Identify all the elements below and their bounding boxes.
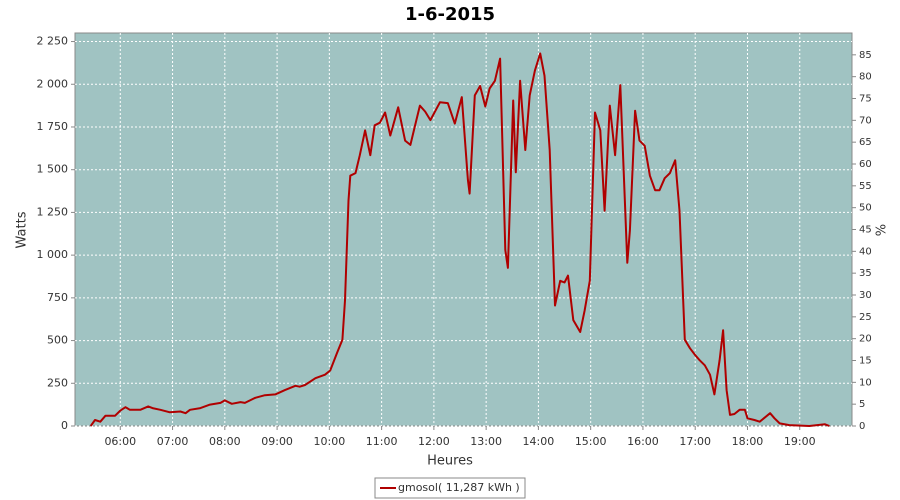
y2-tick-label: 60 (859, 159, 872, 170)
y2-tick-label: 5 (859, 399, 865, 410)
x-tick-label: 19:00 (784, 435, 816, 448)
plot-area (74, 32, 853, 427)
x-tick-label: 15:00 (575, 435, 607, 448)
x-tick-label: 10:00 (314, 435, 346, 448)
y-tick-label: 2 000 (37, 77, 69, 90)
x-tick-label: 18:00 (732, 435, 764, 448)
x-tick-label: 09:00 (261, 435, 293, 448)
y-tick-label: 750 (47, 291, 68, 304)
chart-title: 1-6-2015 (405, 4, 495, 25)
y2-tick-label: 10 (859, 377, 872, 388)
x-tick-label: 17:00 (679, 435, 711, 448)
y2-axis-label: % (875, 224, 890, 236)
x-tick-label: 11:00 (366, 435, 398, 448)
y2-tick-label: 0 (859, 421, 865, 432)
y-axis-label: Watts (15, 211, 30, 248)
x-tick-label: 06:00 (104, 435, 136, 448)
y2-tick-label: 35 (859, 268, 872, 279)
x-tick-label: 08:00 (209, 435, 241, 448)
y2-tick-label: 15 (859, 356, 872, 367)
y2-tick-label: 25 (859, 312, 872, 323)
y-tick-label: 500 (47, 334, 68, 347)
x-tick-label: 13:00 (470, 435, 502, 448)
data-line (89, 52, 830, 427)
x-tick-label: 12:00 (418, 435, 450, 448)
y2-tick-label: 40 (859, 246, 872, 257)
y-tick-label: 0 (61, 419, 68, 432)
y-tick-label: 1 500 (37, 163, 69, 176)
y-tick-label: 250 (47, 376, 68, 389)
y-tick-label: 2 250 (37, 35, 69, 48)
legend-label: gmosol( 11,287 kWh ) (398, 481, 520, 494)
y2-tick-label: 70 (859, 115, 872, 126)
y2-tick-label: 30 (859, 290, 872, 301)
y2-tick-label: 50 (859, 203, 872, 214)
x-axis-label: Heures (427, 454, 473, 469)
x-tick-label: 07:00 (157, 435, 189, 448)
y2-tick-label: 55 (859, 181, 872, 192)
y-tick-label: 1 250 (37, 205, 69, 218)
y2-tick-label: 80 (859, 72, 872, 83)
y2-tick-label: 45 (859, 225, 872, 236)
legend-box (374, 477, 526, 499)
y-tick-label: 1 750 (37, 120, 69, 133)
y2-tick-label: 20 (859, 334, 872, 345)
y-tick-label: 1 000 (37, 248, 69, 261)
x-tick-label: 14:00 (523, 435, 555, 448)
y2-tick-label: 75 (859, 94, 872, 105)
y2-tick-label: 65 (859, 137, 872, 148)
y2-tick-label: 85 (859, 50, 872, 61)
x-tick-label: 16:00 (627, 435, 659, 448)
